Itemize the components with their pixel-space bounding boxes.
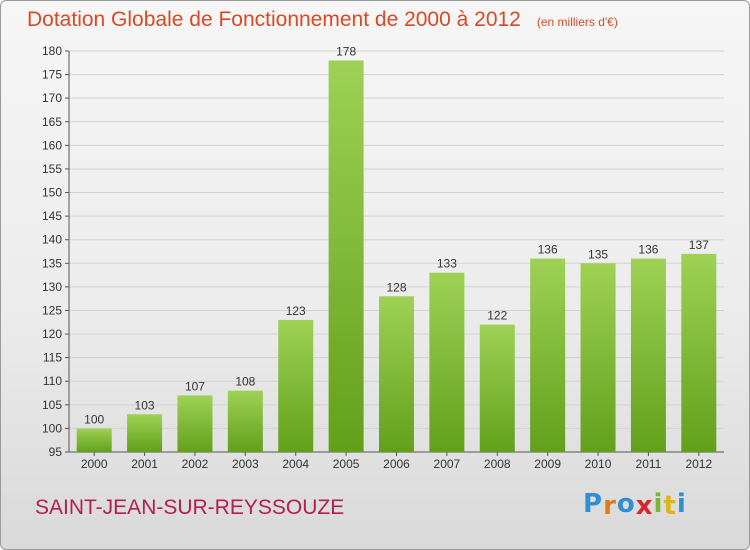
x-tick-label: 2003 bbox=[232, 457, 259, 471]
bar bbox=[278, 319, 314, 452]
x-tick-label: 2010 bbox=[585, 457, 612, 471]
x-tick-label: 2005 bbox=[333, 457, 360, 471]
y-tick-label: 140 bbox=[42, 233, 62, 247]
x-tick-label: 2001 bbox=[131, 457, 158, 471]
y-tick-label: 160 bbox=[42, 138, 62, 152]
bar bbox=[429, 272, 465, 452]
y-tick-label: 145 bbox=[42, 209, 62, 223]
data-label: 123 bbox=[286, 304, 306, 318]
y-tick-label: 115 bbox=[43, 351, 62, 365]
data-label: 178 bbox=[336, 44, 356, 58]
y-tick-label: 155 bbox=[42, 162, 62, 176]
logo-letter: t bbox=[663, 491, 677, 521]
y-tick-label: 180 bbox=[42, 44, 62, 58]
x-tick-label: 2007 bbox=[434, 457, 461, 471]
logo-letter: o bbox=[616, 489, 636, 519]
bars bbox=[76, 60, 717, 452]
y-tick-label: 150 bbox=[42, 186, 62, 200]
bar bbox=[177, 395, 213, 452]
bar bbox=[127, 414, 163, 452]
data-label: 133 bbox=[437, 257, 457, 271]
bar bbox=[630, 258, 666, 452]
y-tick-label: 95 bbox=[49, 445, 63, 459]
data-label: 128 bbox=[386, 280, 406, 294]
x-tick-label: 2004 bbox=[282, 457, 309, 471]
logo-letter: i bbox=[653, 489, 664, 519]
x-tick-label: 2006 bbox=[383, 457, 410, 471]
proxiti-logo[interactable]: Proxiti bbox=[583, 489, 687, 521]
y-tick-label: 125 bbox=[42, 303, 62, 317]
y-tick-label: 100 bbox=[42, 421, 62, 435]
title-line: Dotation Globale de Fonctionnement de 20… bbox=[27, 8, 618, 32]
y-tick-label: 175 bbox=[42, 68, 62, 82]
chart-title: Dotation Globale de Fonctionnement de 20… bbox=[27, 8, 521, 31]
bar bbox=[580, 263, 616, 452]
logo-letter: i bbox=[676, 489, 687, 519]
y-tick-label: 170 bbox=[42, 91, 62, 105]
bar bbox=[479, 324, 515, 452]
data-label: 137 bbox=[689, 238, 709, 252]
data-label: 135 bbox=[588, 247, 608, 261]
data-label: 136 bbox=[538, 243, 558, 257]
bar bbox=[227, 390, 263, 452]
data-label: 103 bbox=[135, 398, 155, 412]
y-tick-label: 165 bbox=[42, 115, 62, 129]
y-tick-label: 110 bbox=[43, 374, 62, 388]
bar bbox=[379, 296, 414, 452]
commune-name: SAINT-JEAN-SUR-REYSSOUZE bbox=[35, 496, 345, 519]
x-tick-label: 2009 bbox=[534, 457, 561, 471]
logo-letter: P bbox=[583, 489, 604, 519]
data-label: 107 bbox=[185, 379, 205, 393]
bar bbox=[530, 258, 566, 452]
bar bbox=[76, 428, 112, 452]
data-label: 136 bbox=[638, 243, 658, 257]
x-tick-label: 2000 bbox=[81, 457, 108, 471]
logo-letter: r bbox=[603, 491, 617, 521]
chart-unit-note: (en milliers d'€) bbox=[536, 15, 618, 29]
x-tick-label: 2008 bbox=[484, 457, 511, 471]
x-tick-label: 2012 bbox=[685, 457, 712, 471]
x-tick-label: 2011 bbox=[636, 457, 662, 471]
data-label: 122 bbox=[487, 309, 507, 323]
data-label: 108 bbox=[235, 375, 255, 389]
labels: 100 2000 103 2001 107 2002 108 2003 123 2004 178 20… bbox=[81, 44, 713, 471]
y-tick-label: 105 bbox=[42, 398, 62, 412]
data-label: 100 bbox=[84, 412, 104, 426]
y-tick-label: 135 bbox=[42, 256, 62, 270]
bar bbox=[328, 60, 364, 452]
x-tick-label: 2002 bbox=[182, 457, 209, 471]
logo-letter: x bbox=[635, 491, 654, 521]
y-tick-label: 120 bbox=[42, 327, 62, 341]
bar bbox=[681, 253, 717, 452]
y-tick-label: 130 bbox=[42, 280, 62, 294]
